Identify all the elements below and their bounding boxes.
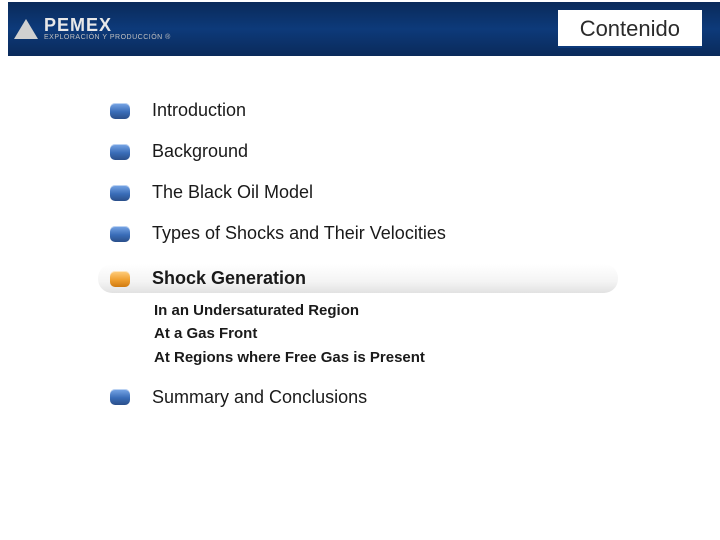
toc-subitem: At a Gas Front: [154, 322, 680, 345]
logo-main-text: PEMEX: [44, 16, 171, 34]
toc-label: Background: [152, 141, 248, 162]
logo-text: PEMEX EXPLORACIÓN Y PRODUCCIÓN ®: [44, 16, 171, 42]
toc-label: Shock Generation: [152, 268, 306, 289]
toc-item-background: Background: [110, 141, 680, 162]
bullet-icon: [110, 185, 130, 201]
toc-item-shock-types: Types of Shocks and Their Velocities: [110, 223, 680, 244]
toc-label: Summary and Conclusions: [152, 387, 367, 408]
bullet-icon: [110, 226, 130, 242]
logo-sub-text: EXPLORACIÓN Y PRODUCCIÓN ®: [44, 34, 171, 42]
toc-subitem: At Regions where Free Gas is Present: [154, 346, 680, 369]
toc-label: Introduction: [152, 100, 246, 121]
toc-sublist: In an Undersaturated Region At a Gas Fro…: [154, 299, 680, 369]
page-title: Contenido: [580, 16, 680, 41]
toc-item-summary: Summary and Conclusions: [110, 387, 680, 408]
logo-triangle-icon: [14, 19, 38, 39]
toc-item-introduction: Introduction: [110, 100, 680, 121]
bullet-icon: [110, 144, 130, 160]
toc-item-shock-generation: Shock Generation: [98, 264, 618, 293]
title-bar: Contenido: [208, 2, 720, 56]
toc-subitem: In an Undersaturated Region: [154, 299, 680, 322]
bullet-icon: [110, 103, 130, 119]
toc-content: Introduction Background The Black Oil Mo…: [110, 100, 680, 428]
toc-item-black-oil-model: The Black Oil Model: [110, 182, 680, 203]
toc-label: Types of Shocks and Their Velocities: [152, 223, 446, 244]
bullet-icon: [110, 271, 130, 287]
title-label-box: Contenido: [558, 10, 702, 48]
header: PEMEX EXPLORACIÓN Y PRODUCCIÓN ® Conteni…: [0, 0, 720, 56]
toc-label: The Black Oil Model: [152, 182, 313, 203]
bullet-icon: [110, 389, 130, 405]
logo-block: PEMEX EXPLORACIÓN Y PRODUCCIÓN ®: [8, 2, 208, 56]
